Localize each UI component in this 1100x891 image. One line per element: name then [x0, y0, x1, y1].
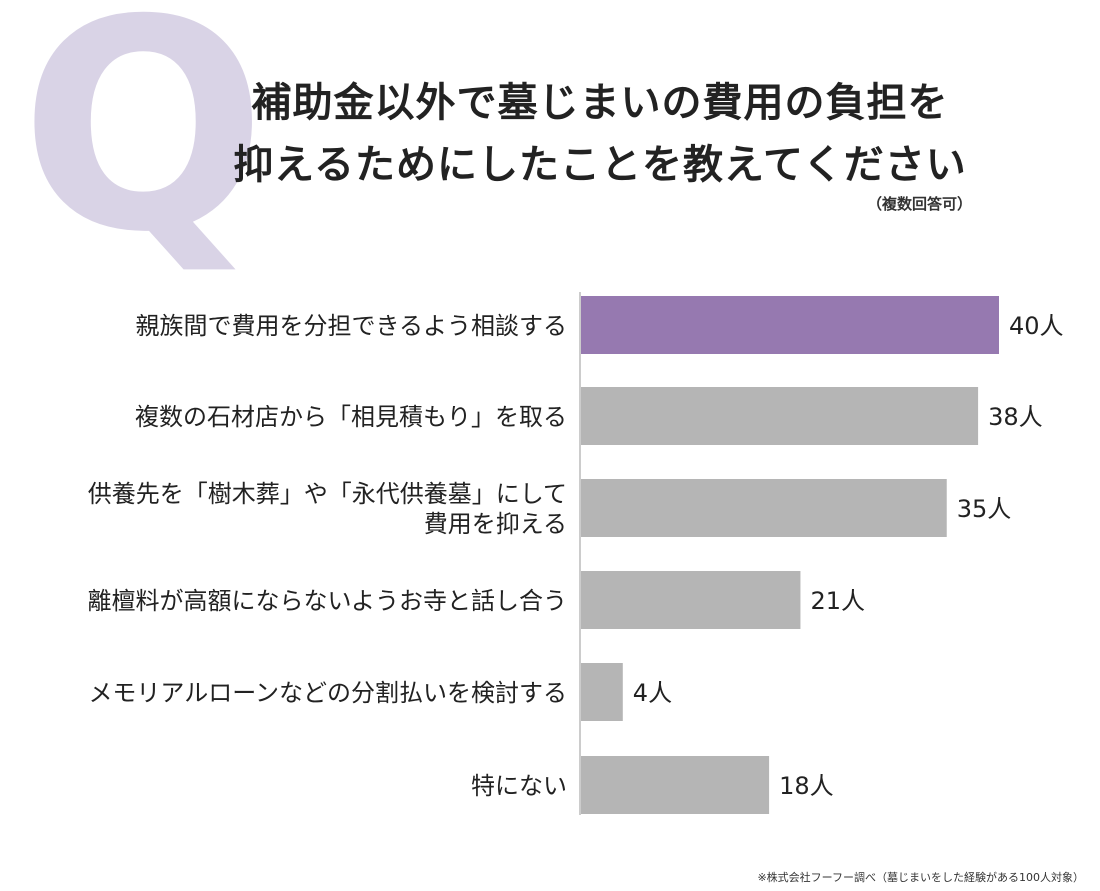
value-label-3: 21人 [810, 587, 865, 615]
category-label-0: 親族間で費用を分担できるよう相談する [135, 312, 567, 340]
category-label-2-line-0: 供養先を「樹木葬」や「永代供養墓」にして [88, 480, 567, 508]
category-label-4: メモリアルローンなどの分割払いを検討する [88, 679, 567, 707]
value-label-5: 18人 [779, 772, 834, 800]
bar-1 [581, 387, 979, 445]
value-label-0: 40人 [1009, 312, 1064, 340]
value-label-2: 35人 [957, 495, 1012, 523]
value-label-4: 4人 [633, 679, 672, 707]
bar-4 [581, 663, 623, 721]
title-line-1: 補助金以外で墓じまいの費用の負担を [251, 80, 949, 126]
title-line-2: 抑えるためにしたことを教えてください [233, 142, 967, 188]
bar-3 [581, 571, 801, 629]
multiple-answer-note: （複数回答可） [866, 195, 972, 213]
category-label-3: 離檀料が高額にならないようお寺と話し合う [87, 587, 567, 615]
category-label-1: 複数の石材店から「相見積もり」を取る [135, 403, 567, 431]
value-label-1: 38人 [988, 403, 1043, 431]
bar-5 [581, 756, 770, 814]
q-decoration: Q [20, 0, 267, 296]
source-note: ※株式会社フーフー調べ（墓じまいをした経験がある100人対象） [757, 871, 1084, 884]
bar-2 [581, 479, 947, 537]
chart-title: 補助金以外で墓じまいの費用の負担を 抑えるためにしたことを教えてください [150, 72, 1050, 196]
category-label-5: 特にない [471, 772, 567, 800]
category-label-2-line-1: 費用を抑える [424, 510, 567, 538]
bar-0 [581, 296, 999, 354]
